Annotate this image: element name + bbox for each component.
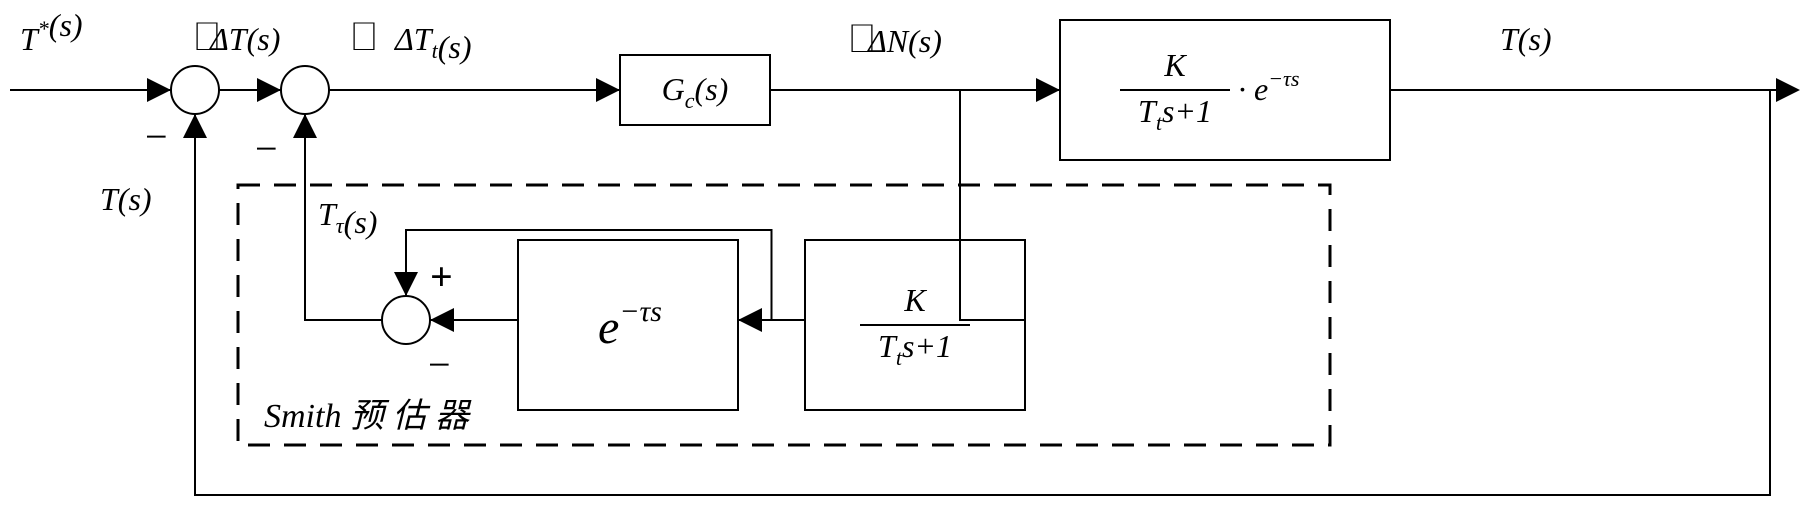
sum3 (382, 296, 430, 344)
label-fb: T(s) (100, 181, 152, 217)
glyph-2: ⎕ (352, 14, 376, 59)
sum2 (281, 66, 329, 114)
sum3-plus: + (430, 254, 453, 299)
label-out: T(s) (1500, 21, 1552, 57)
gc-label: Gc(s) (662, 71, 729, 113)
sum1-minus: − (145, 114, 168, 159)
plant-den: Tts+1 (1138, 93, 1212, 135)
label-dTt: ΔTt(s) (393, 21, 471, 65)
label-Ttau: Tτ(s) (318, 196, 377, 240)
label-ref: T*(s) (20, 7, 83, 57)
model-num: K (903, 282, 927, 318)
sum2-minus: − (255, 126, 278, 171)
plant-num: K (1163, 47, 1187, 83)
model-den: Tts+1 (878, 328, 952, 370)
label-dN: ΔN(s) (866, 23, 942, 59)
sum3-minus: − (428, 342, 451, 387)
label-dT: ΔT(s) (208, 21, 280, 57)
smith-label: Smith 预 估 器 (264, 398, 472, 435)
sum1 (171, 66, 219, 114)
